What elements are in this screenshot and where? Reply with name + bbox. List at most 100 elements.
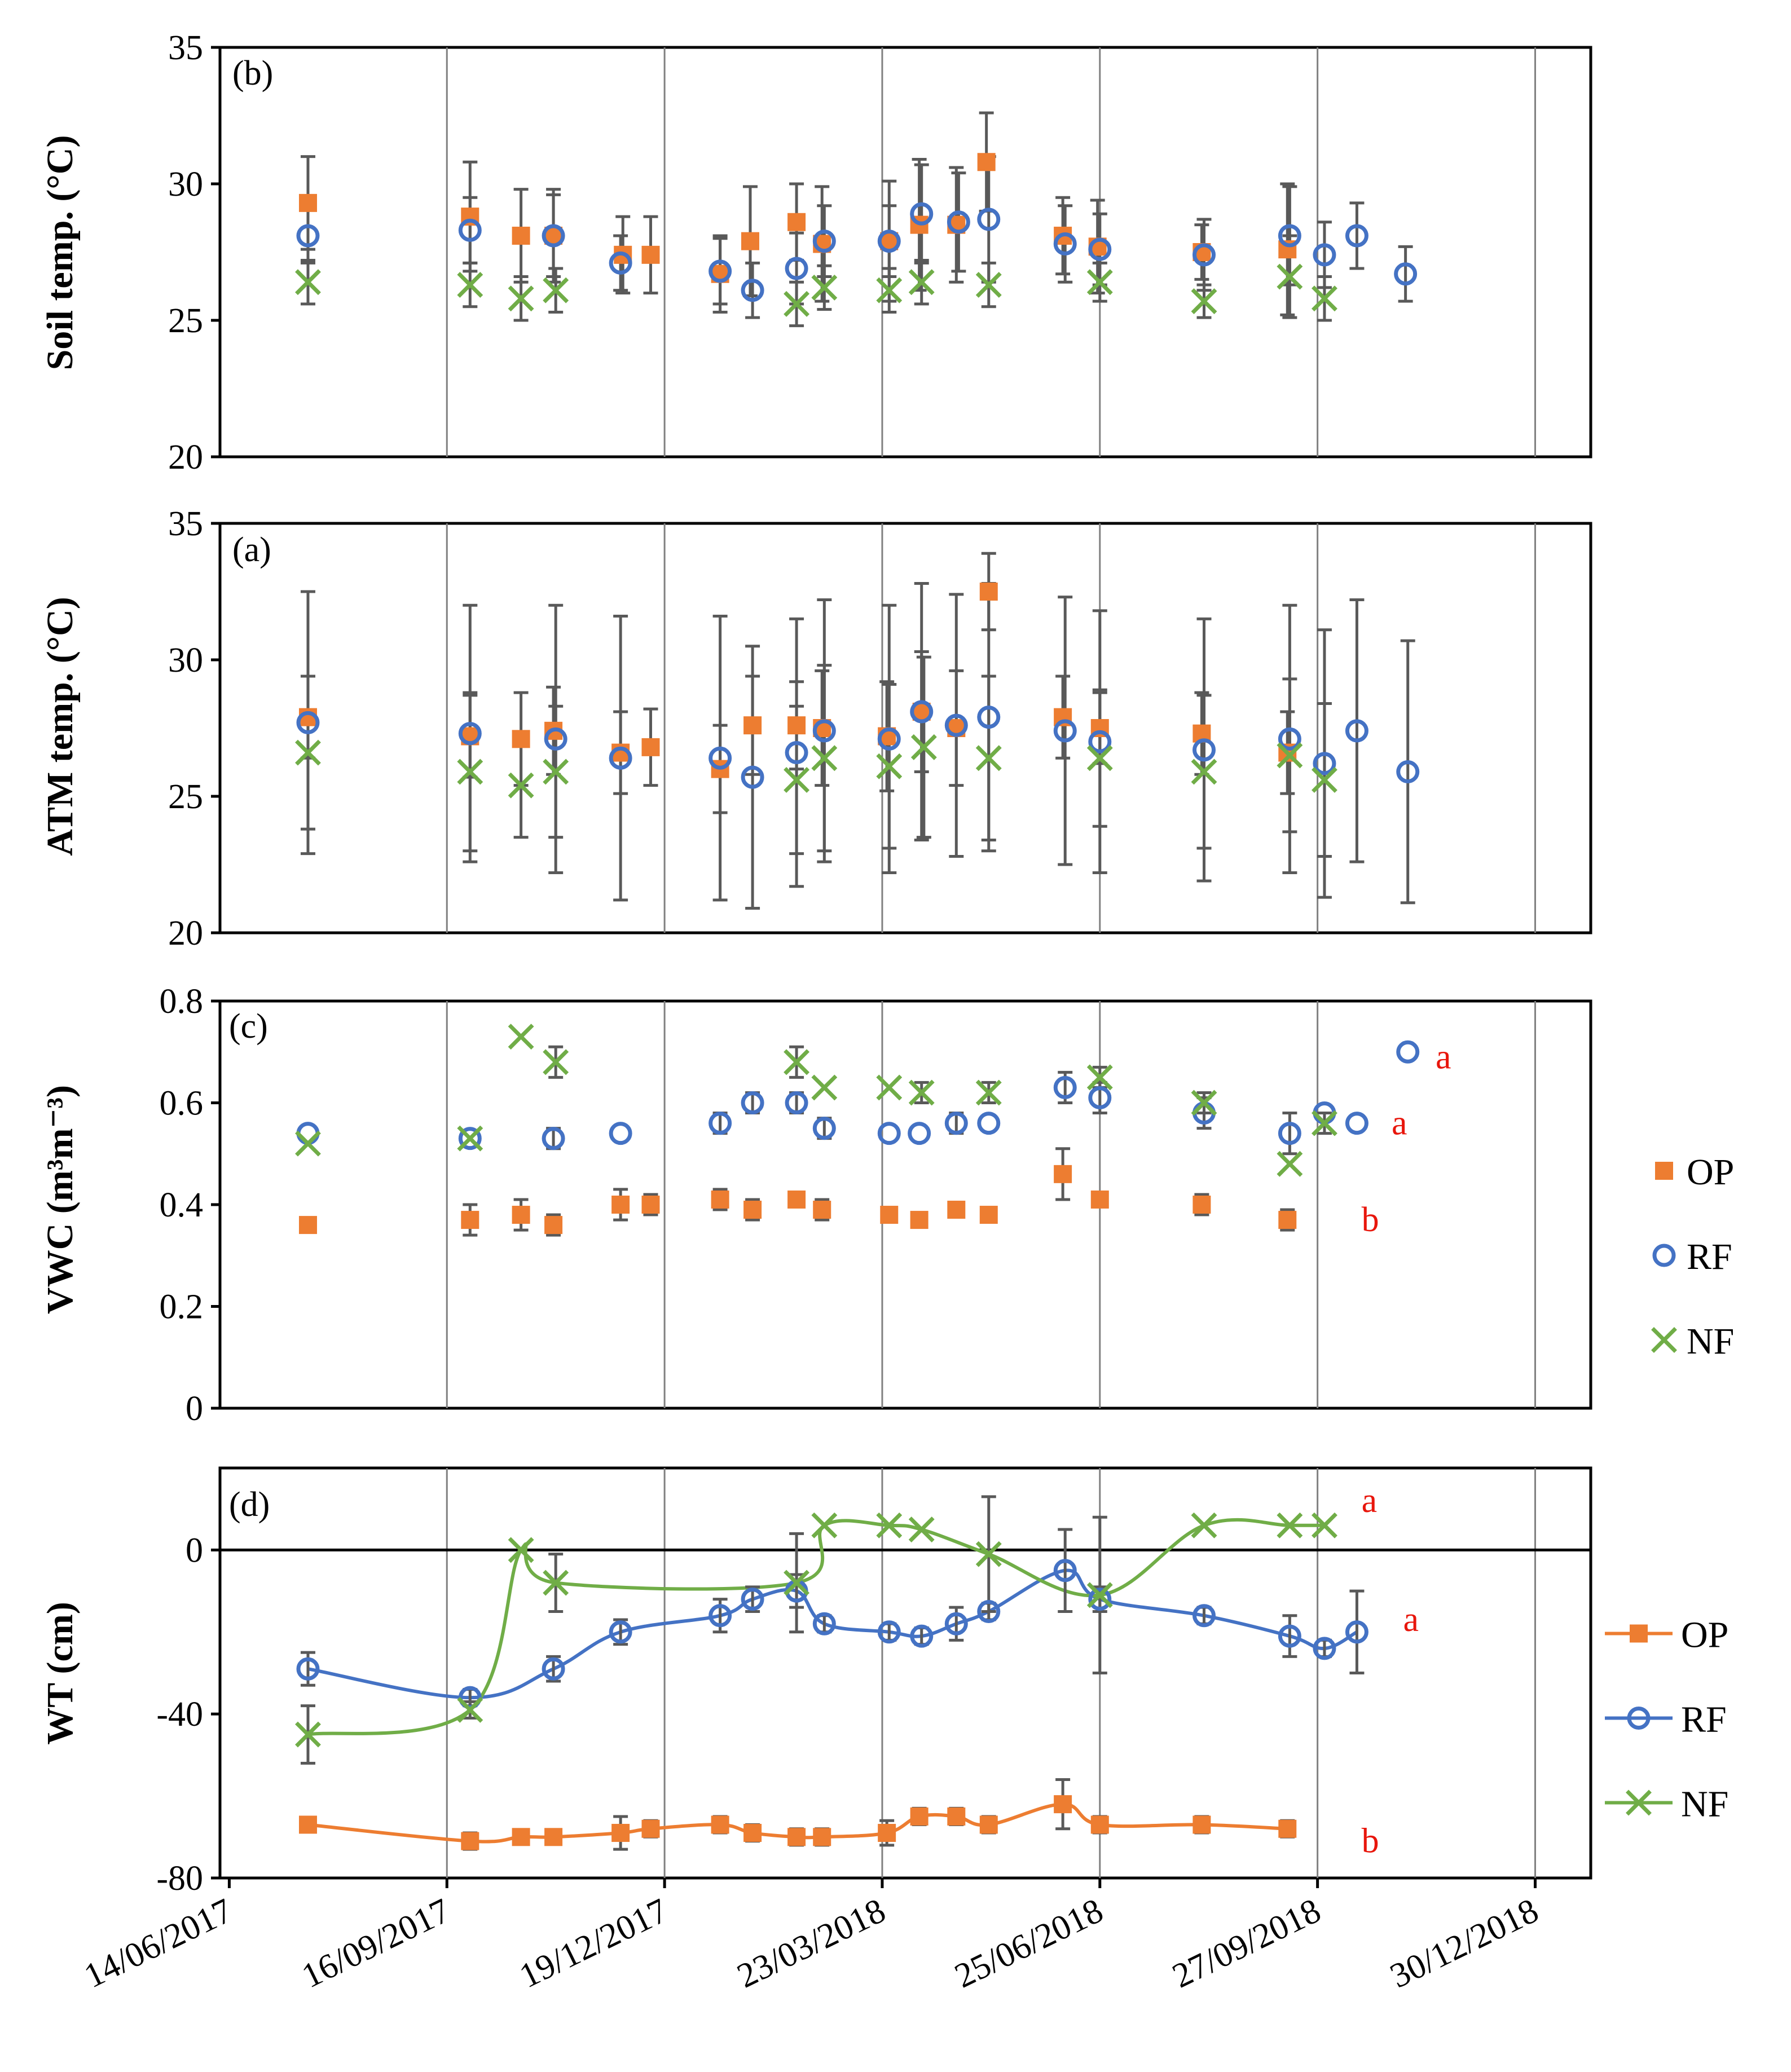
nf-marker xyxy=(876,277,903,303)
y-tick-label: -80 xyxy=(156,1859,203,1898)
nf-marker xyxy=(543,759,569,785)
rf-marker xyxy=(977,706,1001,729)
nf-marker xyxy=(975,1541,1002,1567)
nf-marker xyxy=(1277,1150,1303,1177)
panel-tag: (c) xyxy=(229,1007,268,1046)
y-tick-label: 0 xyxy=(186,1390,203,1428)
plot-frame xyxy=(218,522,1592,934)
op-marker xyxy=(1655,1162,1673,1180)
op-marker xyxy=(977,153,996,171)
rf-marker xyxy=(1394,262,1418,286)
op-marker xyxy=(611,1824,630,1842)
op-marker xyxy=(1192,1815,1211,1834)
nf-marker xyxy=(975,1079,1002,1106)
y-tick-label: 0.4 xyxy=(160,1186,204,1224)
rf-marker xyxy=(609,746,632,770)
rf-marker xyxy=(741,1091,764,1114)
op-marker xyxy=(711,1815,729,1834)
rf-marker xyxy=(944,713,968,737)
nf-marker xyxy=(1086,745,1113,772)
nf-marker xyxy=(1312,767,1337,793)
rf-marker xyxy=(877,1122,901,1145)
nf-marker xyxy=(1277,263,1303,290)
nf-marker xyxy=(457,272,483,298)
error-bar xyxy=(1058,596,1073,866)
error-bar xyxy=(463,196,478,264)
rf-marker xyxy=(1053,1075,1077,1099)
op-marker xyxy=(979,1206,998,1224)
y-axis-label: VWC (m³m⁻³) xyxy=(39,1085,81,1314)
y-tick-label: -40 xyxy=(156,1695,203,1734)
rf-marker xyxy=(709,1112,732,1135)
y-tick-label: 0.8 xyxy=(160,982,204,1021)
rf-marker xyxy=(709,259,732,283)
nf-marker xyxy=(1312,1512,1337,1538)
op-marker xyxy=(1090,1190,1109,1209)
y-tick-label: 35 xyxy=(168,29,203,67)
nf-marker xyxy=(508,772,534,799)
y-tick-label: 30 xyxy=(168,165,203,204)
nf-marker xyxy=(910,734,937,760)
legend-label: RF xyxy=(1681,1699,1727,1740)
op-marker xyxy=(947,1807,966,1826)
significance-letter: a xyxy=(1392,1104,1407,1143)
x-axis-tick-labels: 14/06/2017 16/09/2017 19/12/2017 23/03/2018… xyxy=(78,1878,1544,1995)
rf-marker xyxy=(1278,224,1301,248)
x-tick-label: 14/06/2017 xyxy=(78,1891,239,1995)
rf-marker xyxy=(1396,760,1420,783)
rf-marker xyxy=(542,224,565,248)
panel-tag: (b) xyxy=(232,54,273,92)
op-marker xyxy=(641,1196,660,1214)
nf-marker xyxy=(295,269,321,296)
nf-marker xyxy=(784,291,810,317)
nf-marker xyxy=(1312,1110,1337,1136)
rf-marker xyxy=(458,218,482,242)
nf-marker xyxy=(1651,1327,1677,1353)
significance-letter: b xyxy=(1362,1201,1379,1239)
nf-marker xyxy=(1277,742,1303,769)
y-tick-label: 35 xyxy=(168,505,203,543)
panel-atm-temperature: ATM temp. (°C) (a) 20 25 30 35 xyxy=(39,505,1592,953)
rf-marker xyxy=(1088,1086,1112,1109)
significance-letter: a xyxy=(1436,1038,1451,1076)
x-tick-label: 16/09/2017 xyxy=(296,1891,456,1995)
rf-marker xyxy=(944,1612,968,1635)
rf-marker xyxy=(812,719,836,743)
nf-marker xyxy=(1277,1512,1303,1538)
nf-marker xyxy=(1086,1064,1113,1091)
error-bar xyxy=(300,207,315,264)
rf-marker xyxy=(1053,232,1077,255)
rf-marker xyxy=(977,208,1001,231)
legend-label: OP xyxy=(1681,1615,1728,1656)
rf-marker xyxy=(296,1657,320,1681)
legend-label: NF xyxy=(1687,1321,1734,1362)
error-bar xyxy=(1058,1528,1073,1613)
op-marker xyxy=(787,213,806,231)
nf-marker xyxy=(784,1570,810,1596)
panel-soil-temperature: Soil temp. (°C) (b) 20 25 30 35 xyxy=(39,29,1592,477)
rf-marker xyxy=(812,230,836,253)
rf-marker xyxy=(1313,752,1336,775)
plot-frame xyxy=(218,1466,1592,1880)
rf-marker xyxy=(785,257,808,280)
error-bar xyxy=(1400,639,1415,905)
rf-marker xyxy=(1345,1112,1368,1135)
rf-marker xyxy=(944,1112,968,1135)
y-axis-label: ATM temp. (°C) xyxy=(39,597,81,856)
nf-marker xyxy=(457,1125,483,1152)
op-marker xyxy=(743,1201,762,1219)
rf-marker xyxy=(1053,719,1077,743)
op-marker xyxy=(461,1832,479,1850)
rf-marker xyxy=(609,1122,632,1145)
nf-marker xyxy=(1191,1090,1217,1116)
rf-marker xyxy=(1088,1588,1112,1611)
rf-marker xyxy=(609,1620,632,1644)
y-tick-label: 25 xyxy=(168,778,203,816)
op-marker xyxy=(512,226,530,245)
nf-marker xyxy=(876,1074,903,1101)
op-marker xyxy=(1054,1165,1072,1183)
op-marker xyxy=(880,1206,899,1224)
op-marker xyxy=(1278,1211,1297,1229)
rf-marker xyxy=(977,1599,1001,1623)
nf-marker xyxy=(1312,285,1337,312)
